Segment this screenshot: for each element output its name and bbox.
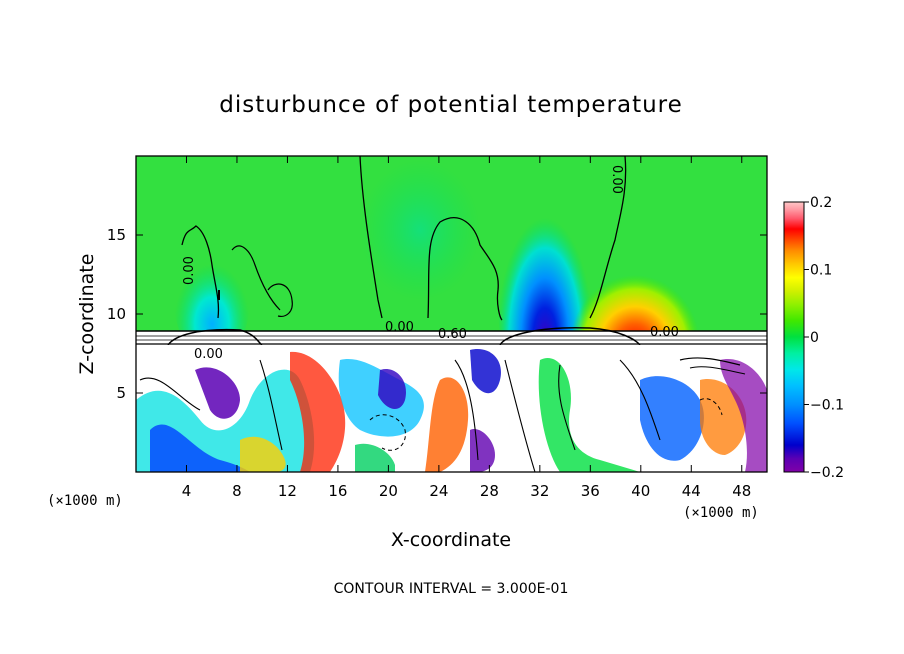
x-tick-label: 20 bbox=[379, 482, 398, 500]
y-tick-label: 10 bbox=[107, 305, 126, 323]
contour-interval-note: CONTOUR INTERVAL = 3.000E-01 bbox=[334, 581, 569, 597]
x-tick-label: 16 bbox=[328, 482, 347, 500]
x-tick-label: 36 bbox=[581, 482, 600, 500]
contour-label: 0.00 bbox=[650, 325, 679, 340]
x-tick-label: 12 bbox=[278, 482, 297, 500]
contour-labels: 0.00 0.00 0.60 0.00 0.00 0.00 bbox=[182, 165, 679, 362]
x-tick-label: 24 bbox=[429, 482, 448, 500]
colorbar-tick-label: −0.1 bbox=[810, 398, 844, 414]
y-axis-label: Z-coordinate bbox=[76, 254, 98, 375]
contour-label: 0.00 bbox=[609, 165, 624, 194]
colorbar-gradient bbox=[783, 201, 805, 473]
upper-field bbox=[136, 156, 767, 331]
contour-label: 0.60 bbox=[438, 327, 467, 342]
colorbar-ticks: 0.2 0.1 0 −0.1 −0.2 bbox=[804, 195, 844, 481]
x-unit-right: (×1000 m) bbox=[683, 505, 759, 521]
y-tick-label: 15 bbox=[107, 226, 126, 244]
colorbar-tick-label: 0.2 bbox=[810, 195, 832, 211]
x-tick-label: 32 bbox=[530, 482, 549, 500]
y-axis: 5 10 15 bbox=[107, 226, 767, 402]
x-unit-left: (×1000 m) bbox=[47, 493, 123, 509]
colorbar-tick-label: 0.1 bbox=[810, 263, 832, 279]
colorbar-tick-label: 0 bbox=[810, 330, 819, 346]
interface-band bbox=[136, 326, 767, 346]
x-tick-label: 8 bbox=[232, 482, 242, 500]
colorbar: 0.2 0.1 0 −0.1 −0.2 bbox=[783, 195, 844, 481]
contour-label: 0.00 bbox=[182, 256, 197, 285]
x-tick-label: 44 bbox=[682, 482, 701, 500]
x-tick-label: 48 bbox=[732, 482, 751, 500]
x-tick-label: 40 bbox=[631, 482, 650, 500]
x-axis: 4 8 12 16 20 24 28 32 36 40 44 48 bbox=[182, 156, 751, 500]
lower-field bbox=[136, 345, 767, 472]
x-tick-label: 4 bbox=[182, 482, 192, 500]
contour-label: 0.00 bbox=[385, 320, 414, 335]
plot-area: 0.00 0.00 0.60 0.00 0.00 0.00 bbox=[135, 155, 768, 473]
y-tick-label: 5 bbox=[116, 384, 126, 402]
colorbar-tick-label: −0.2 bbox=[810, 465, 844, 481]
x-axis-label: X-coordinate bbox=[391, 529, 511, 551]
chart-title: disturbunce of potential temperature bbox=[219, 92, 683, 118]
contour-label: 0.00 bbox=[194, 347, 223, 362]
x-tick-label: 28 bbox=[480, 482, 499, 500]
